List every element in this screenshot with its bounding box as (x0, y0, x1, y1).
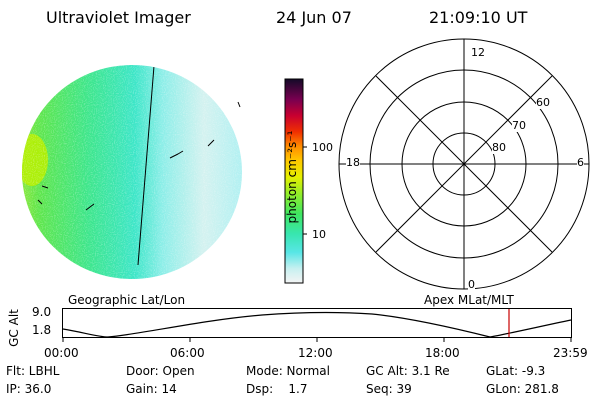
time-label: 21:09:10 UT (429, 8, 528, 27)
orbit-altitude-curve (62, 312, 572, 338)
mlt-label-6: 6 (577, 156, 584, 169)
status-door: Door: Open (126, 364, 195, 378)
orbit-y-axis-label: GC Alt (7, 309, 21, 347)
time-tick-2359: 23:59 (553, 346, 588, 360)
colorbar-tick-100: 100 (312, 141, 333, 154)
mlt-label-12: 12 (471, 46, 485, 59)
status-seq: Seq: 39 (366, 382, 412, 396)
status-filter: Flt: LBHL (6, 364, 60, 378)
lat-label-70: 70 (512, 119, 526, 132)
coastline-speck (237, 101, 241, 108)
status-dsp: Dsp: 1.7 (246, 382, 308, 396)
colorbar-tick-10: 10 (312, 228, 326, 241)
polar-grid (338, 38, 590, 290)
status-gain: Gain: 14 (126, 382, 177, 396)
lat-label-60: 60 (536, 96, 550, 109)
instrument-title: Ultraviolet Imager (46, 8, 191, 27)
orbit-left-title: Geographic Lat/Lon (68, 293, 186, 307)
orbit-y-min: 1.8 (32, 323, 52, 337)
time-tick-0600: 06:00 (170, 346, 205, 360)
orbit-right-title: Apex MLat/MLT (424, 293, 514, 307)
status-gc-alt: GC Alt: 3.1 Re (366, 364, 450, 378)
colorbar-unit-label: photon cm⁻²s⁻¹ (285, 130, 299, 224)
status-mode: Mode: Normal (246, 364, 330, 378)
status-ip: IP: 36.0 (6, 382, 52, 396)
auroral-image-disk (22, 65, 242, 279)
status-glon: GLon: 281.8 (486, 382, 559, 396)
time-tick-0000: 00:00 (44, 346, 79, 360)
mlt-label-0: 0 (468, 278, 475, 291)
status-glat: GLat: -9.3 (486, 364, 546, 378)
time-tick-1800: 18:00 (425, 346, 460, 360)
lat-label-80: 80 (492, 141, 506, 154)
orbit-y-max: 9.0 (32, 305, 52, 319)
orbit-altitude-plot (62, 308, 572, 342)
time-tick-1200: 12:00 (298, 346, 333, 360)
date-label: 24 Jun 07 (276, 8, 352, 27)
colorbar (284, 78, 307, 284)
terminator-line (137, 65, 155, 266)
mlt-label-18: 18 (346, 156, 360, 169)
coastline-fragments (37, 139, 215, 211)
